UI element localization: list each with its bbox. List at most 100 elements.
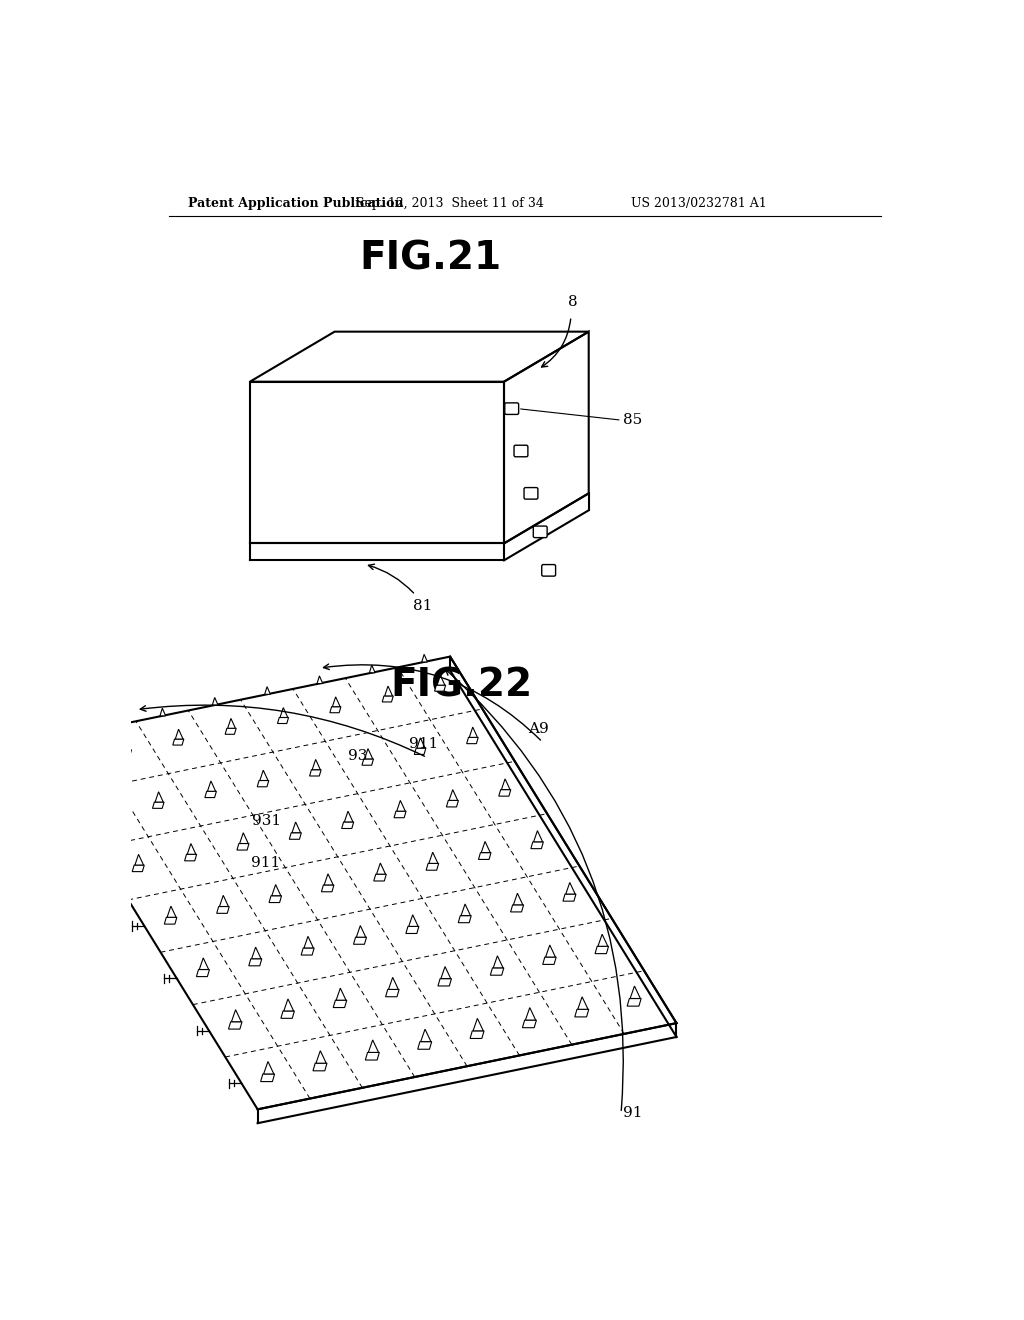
Polygon shape — [502, 779, 510, 789]
Polygon shape — [353, 937, 367, 944]
Polygon shape — [322, 884, 334, 892]
Polygon shape — [212, 697, 218, 705]
Polygon shape — [388, 977, 398, 990]
Polygon shape — [225, 729, 237, 734]
Polygon shape — [409, 915, 418, 927]
Polygon shape — [264, 686, 270, 694]
Polygon shape — [304, 936, 313, 948]
Polygon shape — [123, 741, 131, 750]
Polygon shape — [55, 730, 61, 738]
Polygon shape — [153, 803, 164, 808]
Polygon shape — [278, 718, 289, 723]
FancyBboxPatch shape — [514, 445, 528, 457]
Polygon shape — [228, 1022, 242, 1030]
Polygon shape — [370, 665, 375, 673]
Polygon shape — [513, 894, 523, 904]
Polygon shape — [344, 812, 353, 822]
Polygon shape — [121, 750, 131, 756]
Polygon shape — [100, 813, 112, 820]
Polygon shape — [325, 874, 333, 884]
Polygon shape — [260, 770, 268, 780]
Polygon shape — [342, 822, 353, 829]
Polygon shape — [437, 676, 444, 685]
Polygon shape — [396, 800, 406, 812]
Polygon shape — [269, 896, 282, 903]
Polygon shape — [438, 978, 452, 986]
Polygon shape — [257, 780, 268, 787]
Polygon shape — [281, 1011, 294, 1018]
FancyBboxPatch shape — [534, 527, 547, 537]
Text: 93: 93 — [348, 748, 368, 763]
Polygon shape — [369, 1040, 379, 1052]
Polygon shape — [309, 770, 322, 776]
Polygon shape — [415, 748, 426, 755]
Text: 931: 931 — [252, 813, 281, 828]
Polygon shape — [374, 874, 386, 880]
Polygon shape — [167, 906, 176, 917]
Text: 911: 911 — [409, 738, 438, 751]
FancyBboxPatch shape — [524, 487, 538, 499]
Polygon shape — [385, 686, 392, 696]
Polygon shape — [450, 789, 458, 800]
Polygon shape — [208, 781, 216, 791]
Text: Patent Application Publication: Patent Application Publication — [188, 197, 403, 210]
Polygon shape — [31, 656, 677, 1109]
Polygon shape — [219, 895, 228, 907]
Polygon shape — [187, 843, 196, 854]
Polygon shape — [522, 1020, 537, 1028]
Polygon shape — [365, 748, 373, 759]
Polygon shape — [598, 935, 608, 946]
Polygon shape — [301, 948, 314, 956]
Polygon shape — [271, 884, 281, 896]
Polygon shape — [499, 789, 511, 796]
Polygon shape — [566, 883, 575, 894]
Polygon shape — [132, 865, 144, 871]
Polygon shape — [336, 989, 346, 1001]
Polygon shape — [263, 1061, 273, 1074]
Text: 81: 81 — [414, 599, 433, 612]
Text: 911: 911 — [252, 855, 281, 870]
Polygon shape — [330, 706, 341, 713]
Polygon shape — [312, 759, 321, 770]
Polygon shape — [313, 1063, 327, 1071]
Polygon shape — [422, 655, 427, 663]
Polygon shape — [511, 904, 523, 912]
Polygon shape — [284, 999, 294, 1011]
Polygon shape — [237, 843, 249, 850]
Polygon shape — [563, 894, 575, 902]
Polygon shape — [333, 697, 340, 706]
Polygon shape — [175, 729, 183, 739]
Polygon shape — [578, 997, 588, 1010]
Polygon shape — [252, 948, 261, 958]
Polygon shape — [534, 830, 543, 842]
Polygon shape — [386, 990, 399, 997]
Polygon shape — [102, 803, 111, 813]
Polygon shape — [377, 863, 385, 874]
Polygon shape — [280, 708, 288, 718]
Polygon shape — [429, 853, 438, 863]
Polygon shape — [421, 1030, 431, 1041]
Polygon shape — [68, 760, 79, 767]
Polygon shape — [470, 1031, 484, 1039]
Polygon shape — [467, 738, 478, 743]
Polygon shape — [441, 966, 451, 978]
Polygon shape — [546, 945, 555, 957]
Polygon shape — [481, 841, 490, 853]
Polygon shape — [227, 718, 236, 729]
Polygon shape — [249, 958, 262, 966]
Polygon shape — [261, 1074, 274, 1081]
Polygon shape — [173, 739, 184, 744]
Polygon shape — [426, 863, 438, 870]
Polygon shape — [200, 958, 209, 969]
FancyBboxPatch shape — [505, 403, 518, 414]
Polygon shape — [525, 1007, 536, 1020]
Polygon shape — [494, 956, 503, 968]
Polygon shape — [184, 854, 197, 861]
Polygon shape — [434, 685, 445, 692]
Polygon shape — [574, 1010, 589, 1016]
Text: A9: A9 — [528, 722, 549, 737]
Polygon shape — [630, 986, 640, 998]
Polygon shape — [164, 917, 177, 924]
Polygon shape — [595, 946, 608, 953]
Polygon shape — [292, 822, 301, 833]
